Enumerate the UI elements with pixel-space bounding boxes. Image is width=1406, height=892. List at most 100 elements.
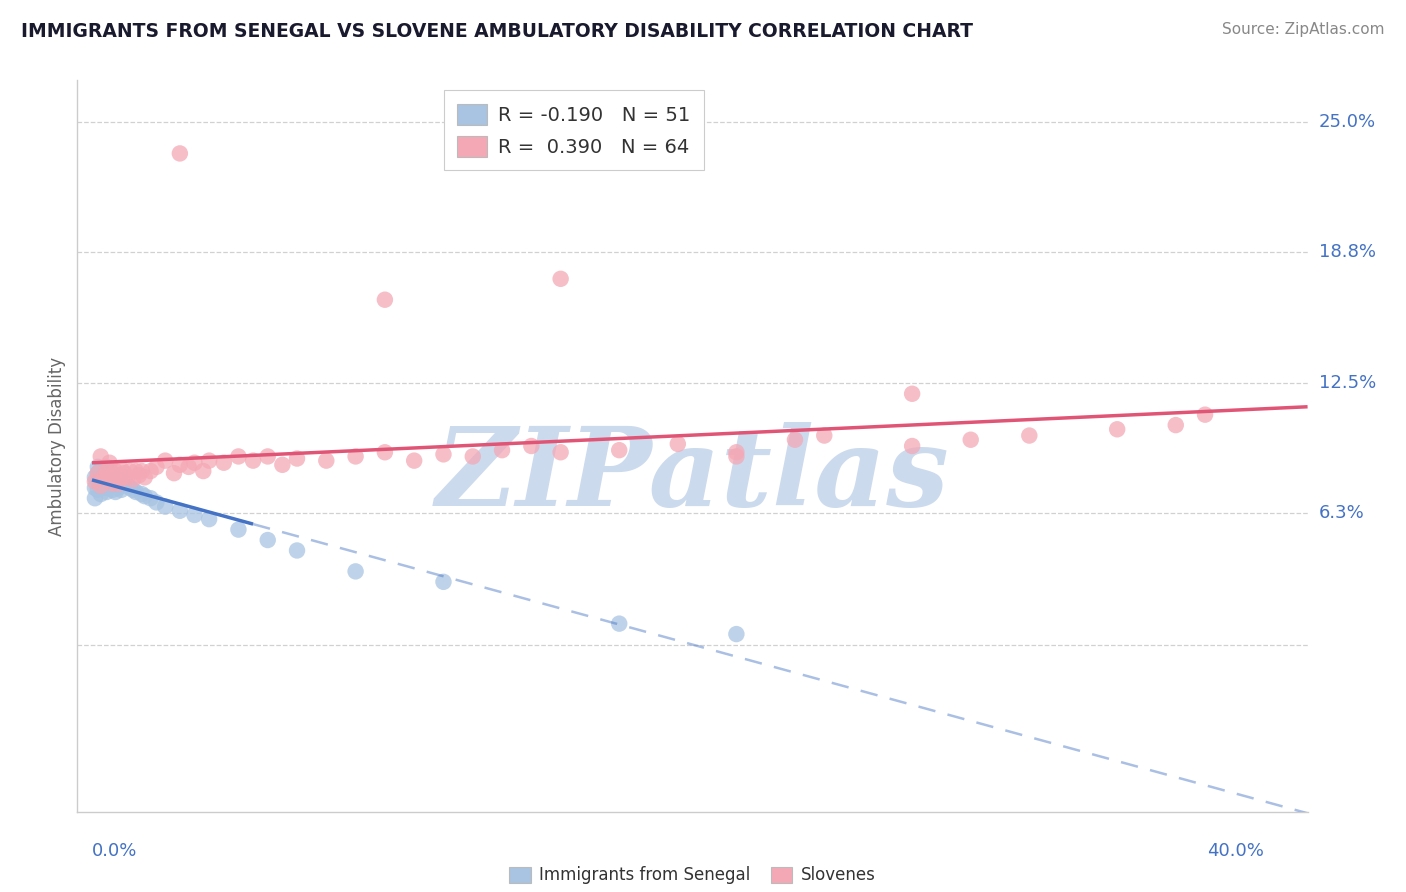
Point [84, 470, 107, 484]
Point [432, 574, 454, 589]
Point [84, 491, 107, 506]
Point [90, 462, 112, 476]
Point [134, 470, 156, 484]
Point [93, 472, 115, 486]
Point [90, 479, 112, 493]
Point [461, 450, 484, 464]
Point [98, 456, 121, 470]
Point [87, 466, 110, 480]
Point [813, 428, 835, 442]
Point [177, 459, 200, 474]
Point [550, 272, 572, 286]
Point [93, 470, 115, 484]
Point [550, 445, 572, 459]
Point [115, 479, 138, 493]
Point [285, 543, 308, 558]
Point [101, 468, 124, 483]
Point [153, 453, 177, 467]
Text: Source: ZipAtlas.com: Source: ZipAtlas.com [1222, 22, 1385, 37]
Point [101, 476, 124, 491]
Point [344, 450, 367, 464]
Point [315, 453, 337, 467]
Point [666, 437, 689, 451]
Point [96, 476, 118, 491]
Point [104, 464, 127, 478]
Point [228, 450, 250, 464]
Point [96, 459, 118, 474]
Point [163, 466, 186, 480]
Point [139, 464, 162, 478]
Point [110, 470, 132, 484]
Point [96, 468, 118, 483]
Point [491, 443, 513, 458]
Point [90, 450, 112, 464]
Point [256, 533, 278, 547]
Point [183, 508, 205, 522]
Point [198, 512, 221, 526]
Point [107, 476, 129, 491]
Point [96, 464, 118, 478]
Point [374, 445, 396, 459]
Point [87, 483, 110, 497]
Point [198, 453, 221, 467]
Point [98, 472, 121, 486]
Point [131, 487, 153, 501]
Point [84, 475, 107, 489]
Point [93, 464, 115, 478]
Point [93, 476, 115, 491]
Point [344, 565, 367, 579]
Point [122, 472, 145, 486]
Point [107, 481, 129, 495]
Point [96, 485, 118, 500]
Point [110, 483, 132, 497]
Point [101, 483, 124, 497]
Point [607, 443, 630, 458]
Point [959, 433, 981, 447]
Text: 6.3%: 6.3% [1319, 504, 1364, 522]
Text: 18.8%: 18.8% [1319, 243, 1375, 260]
Point [120, 481, 141, 495]
Point [101, 466, 124, 480]
Point [87, 475, 110, 489]
Point [404, 453, 426, 467]
Point [783, 433, 806, 447]
Point [228, 523, 250, 537]
Point [110, 475, 132, 489]
Point [110, 462, 132, 476]
Point [112, 466, 135, 480]
Point [128, 468, 150, 483]
Point [1164, 418, 1187, 433]
Point [145, 495, 167, 509]
Point [139, 491, 162, 506]
Text: IMMIGRANTS FROM SENEGAL VS SLOVENE AMBULATORY DISABILITY CORRELATION CHART: IMMIGRANTS FROM SENEGAL VS SLOVENE AMBUL… [21, 22, 973, 41]
Point [1107, 422, 1129, 436]
Point [153, 500, 177, 514]
Point [90, 487, 112, 501]
Text: 40.0%: 40.0% [1206, 842, 1264, 860]
Point [131, 464, 153, 478]
Point [90, 479, 112, 493]
Point [104, 476, 127, 491]
Text: ZIPatlas: ZIPatlas [436, 422, 949, 529]
Point [285, 451, 308, 466]
Point [520, 439, 543, 453]
Point [98, 472, 121, 486]
Point [98, 481, 121, 495]
Text: 12.5%: 12.5% [1319, 375, 1376, 392]
Point [183, 456, 205, 470]
Point [104, 472, 127, 486]
Point [374, 293, 396, 307]
Point [87, 459, 110, 474]
Point [725, 450, 748, 464]
Point [271, 458, 294, 472]
Point [84, 481, 107, 495]
Point [169, 458, 191, 472]
Text: 25.0%: 25.0% [1319, 113, 1376, 131]
Point [107, 468, 129, 483]
Point [120, 464, 141, 478]
Point [169, 504, 191, 518]
Point [134, 489, 156, 503]
Point [122, 483, 145, 497]
Y-axis label: Ambulatory Disability: Ambulatory Disability [48, 357, 66, 535]
Point [901, 386, 924, 401]
